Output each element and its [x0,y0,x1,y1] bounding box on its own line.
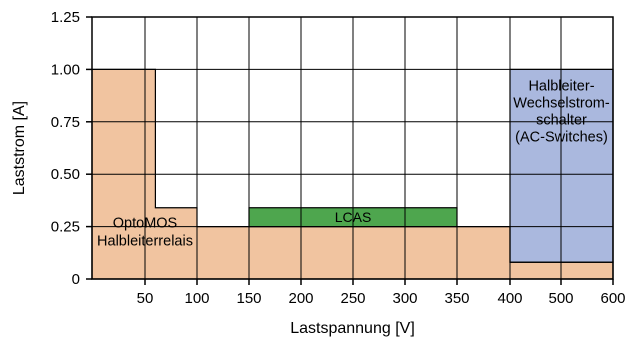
y-tick-label: 0.25 [51,219,80,236]
lcas-label-line: LCAS [335,209,372,225]
x-tick-label: 100 [184,290,209,307]
axis-ticks: 50 100 150 200 250 300 350 400 500 600 0 0.25 0.50 0.… [51,9,626,307]
x-tick-label: 600 [600,290,625,307]
ac-switches-label-line: (AC-Switches) [515,129,608,145]
ac-switches-label-line: schalter [536,112,587,128]
x-tick-label: 250 [340,290,365,307]
optomos-label: OptoMOS Halbleiterrelais [97,216,193,250]
y-tick-label: 0.50 [51,166,80,183]
lcas-label: LCAS [335,209,372,225]
ac-switches-label-line: Halbleiter- [528,78,594,94]
region-labels: OptoMOS Halbleiterrelais LCAS Halbleiter-We… [97,78,610,249]
y-tick-label: 1.25 [51,9,80,26]
y-axis-title: Laststrom [A] [11,101,28,195]
y-tick-label: 1.00 [51,61,80,78]
region-lcas-outline [248,207,458,228]
x-tick-label: 50 [137,290,154,307]
x-tick-label: 200 [288,290,313,307]
x-tick-label: 300 [392,290,417,307]
optomos-label-line: OptoMOS [113,216,177,232]
x-axis-title: Lastspannung [V] [290,320,415,337]
x-tick-label: 150 [236,290,261,307]
ac-switches-label: Halbleiter-Wechselstrom-schalter (AC-Swit… [513,78,610,145]
x-tick-label: 500 [548,290,573,307]
ac-switches-label-line: Wechselstrom- [513,95,610,111]
optomos-label-line: Halbleiterrelais [97,234,193,250]
y-tick-label: 0 [72,271,80,288]
x-tick-label: 400 [497,290,522,307]
x-tick-label: 350 [444,290,469,307]
y-tick-label: 0.75 [51,114,80,131]
